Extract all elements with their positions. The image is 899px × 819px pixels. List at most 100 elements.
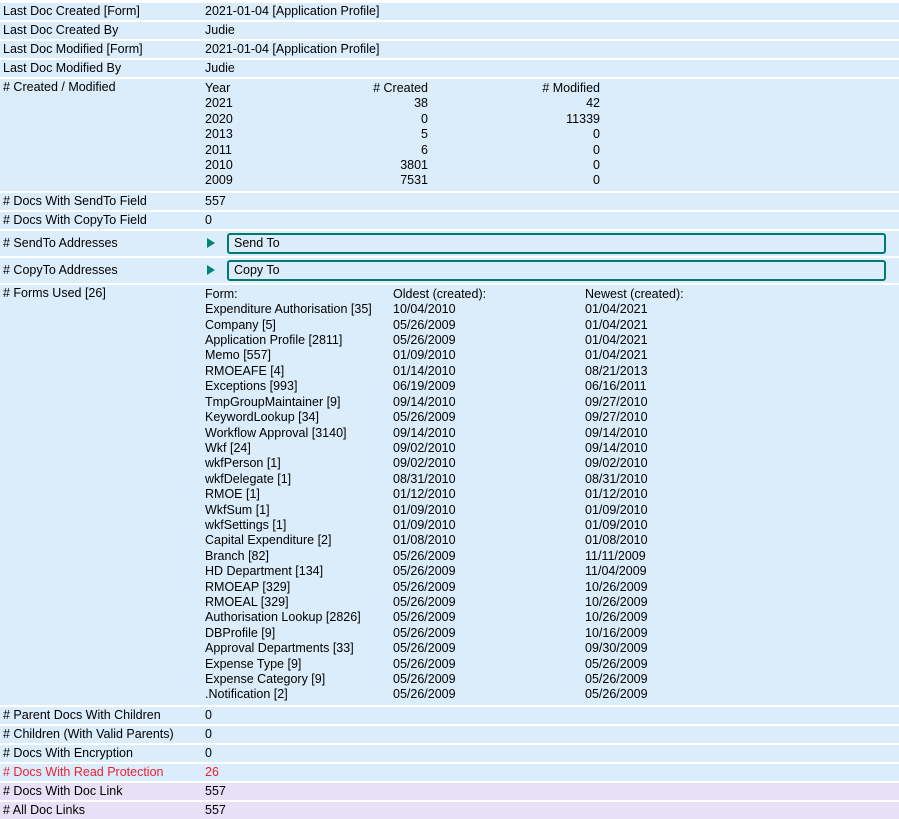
modified-cell: 0 [593,127,600,142]
oldest-cell: 05/26/2009 [393,317,456,332]
created-cell: 6 [421,142,428,157]
year-cell: 2013 [205,127,233,142]
newest-cell: 01/12/2010 [585,487,648,502]
table-row: Expense Type [9] 05/26/2009 05/26/2009 [205,657,899,672]
form-cell: Expenditure Authorisation [35] [205,302,372,317]
stat-value: 557 [205,193,226,208]
stat-label: # Children (With Valid Parents) [3,726,174,741]
table-row: 2021 38 42 [205,96,899,111]
table-row: KeywordLookup [34] 05/26/2009 09/27/2010 [205,410,899,425]
newest-cell: 10/16/2009 [585,625,648,640]
newest-cell: 09/14/2010 [585,440,648,455]
created-modified-header: Year # Created # Modified [205,81,899,96]
table-row: 2013 5 0 [205,127,899,142]
col-modified-header: # Modified [542,81,600,95]
newest-cell: 09/27/2010 [585,410,648,425]
stat-value: Judie [205,23,235,37]
stat-label: # Forms Used [26] [3,285,106,300]
newest-cell: 06/16/2011 [585,379,647,394]
table-row: 2020 0 11339 [205,112,899,127]
stat-value: Judie [205,61,235,75]
sendto-section-field[interactable]: Send To [227,232,886,254]
col-form-header: Form: [205,286,238,301]
newest-cell: 09/30/2009 [585,641,648,656]
table-row: Expenditure Authorisation [35] 10/04/201… [205,302,899,317]
oldest-cell: 05/26/2009 [393,410,456,425]
form-cell: RMOEAFE [4] [205,363,285,378]
year-cell: 2020 [205,111,233,126]
newest-cell: 01/04/2021 [585,317,648,332]
newest-cell: 01/08/2010 [585,533,648,548]
newest-cell: 11/11/2009 [585,548,646,563]
section-twistie-icon[interactable] [207,265,215,276]
created-modified-rows: 2021 38 42 2020 0 11339 2013 5 0 [205,96,899,188]
newest-cell: 01/04/2021 [585,302,648,317]
oldest-cell: 08/31/2010 [393,471,456,486]
stat-label: # Docs With Doc Link [3,783,123,798]
row-copyto-addresses: # CopyTo Addresses Copy To [0,257,899,283]
newest-cell: 11/04/2009 [585,564,647,579]
stat-value: 2021-01-04 [Application Profile] [205,42,380,56]
newest-cell: 05/26/2009 [585,672,648,686]
form-cell: KeywordLookup [34] [205,410,319,425]
form-cell: Capital Expenditure [2] [205,533,332,548]
table-row: Approval Departments [33] 05/26/2009 09/… [205,641,899,656]
copyto-section-field[interactable]: Copy To [227,259,886,281]
newest-cell: 09/14/2010 [585,425,648,440]
form-cell: Approval Departments [33] [205,641,354,656]
stat-label: # Docs With CopyTo Field [3,212,147,227]
row-last-doc-modified-form: Last Doc Modified [Form] 2021-01-04 [App… [0,41,899,58]
year-cell: 2011 [205,142,232,157]
oldest-cell: 09/02/2010 [393,440,456,455]
row-docs-with-encryption: # Docs With Encryption 0 [0,744,899,762]
oldest-cell: 05/26/2009 [393,641,456,656]
row-docs-with-sendto-field: # Docs With SendTo Field 557 [0,192,899,210]
stat-label: # CopyTo Addresses [3,262,118,277]
created-cell: 7531 [400,173,428,188]
col-year-header: Year [205,81,231,95]
form-cell: WkfSum [1] [205,502,270,517]
row-forms-used: # Forms Used [26] Form: Oldest (created)… [0,284,899,705]
modified-cell: 11339 [566,111,600,126]
newest-cell: 01/09/2010 [585,517,648,532]
newest-cell: 09/27/2010 [585,394,648,409]
form-cell: Workflow Approval [3140] [205,425,347,440]
table-row: wkfSettings [1] 01/09/2010 01/09/2010 [205,518,899,533]
row-all-doc-links: # All Doc Links 557 [0,801,899,819]
row-last-doc-modified-by: Last Doc Modified By Judie [0,60,899,77]
stat-label: Last Doc Created [Form] [3,4,140,18]
modified-cell: 42 [586,96,600,111]
stat-label: # Docs With Encryption [3,745,133,760]
created-cell: 0 [421,111,428,126]
table-row: TmpGroupMaintainer [9] 09/14/2010 09/27/… [205,395,899,410]
form-cell: wkfPerson [1] [205,456,281,471]
newest-cell: 05/26/2009 [585,656,648,671]
row-last-doc-created-by: Last Doc Created By Judie [0,22,899,39]
modified-cell: 0 [593,173,600,188]
form-cell: Company [5] [205,317,276,332]
row-last-doc-created-form: Last Doc Created [Form] 2021-01-04 [Appl… [0,3,899,20]
section-twistie-icon[interactable] [207,238,215,249]
stat-label: # SendTo Addresses [3,235,118,250]
stat-label: Last Doc Created By [3,23,119,37]
row-docs-with-doc-link: # Docs With Doc Link 557 [0,782,899,800]
oldest-cell: 06/19/2009 [393,379,456,394]
newest-cell: 01/04/2021 [585,348,648,363]
stat-label: # All Doc Links [3,802,85,817]
table-row: 2011 6 0 [205,143,899,158]
form-cell: Expense Type [9] [205,656,302,671]
oldest-cell: 01/09/2010 [393,502,456,517]
form-cell: HD Department [134] [205,564,324,579]
row-children-with-valid-parents: # Children (With Valid Parents) 0 [0,725,899,743]
oldest-cell: 05/26/2009 [393,687,456,702]
forms-used-header: Form: Oldest (created): Newest (created)… [205,287,899,302]
forms-used-rows: Expenditure Authorisation [35] 10/04/201… [205,302,899,703]
form-cell: Exceptions [993] [205,379,298,394]
table-row: Wkf [24] 09/02/2010 09/14/2010 [205,441,899,456]
year-cell: 2010 [205,158,233,173]
stat-value: 557 [205,802,226,817]
oldest-cell: 01/12/2010 [393,487,456,502]
stat-label: Last Doc Modified By [3,61,122,75]
stat-label: # Docs With SendTo Field [3,193,147,208]
oldest-cell: 05/26/2009 [393,656,456,671]
